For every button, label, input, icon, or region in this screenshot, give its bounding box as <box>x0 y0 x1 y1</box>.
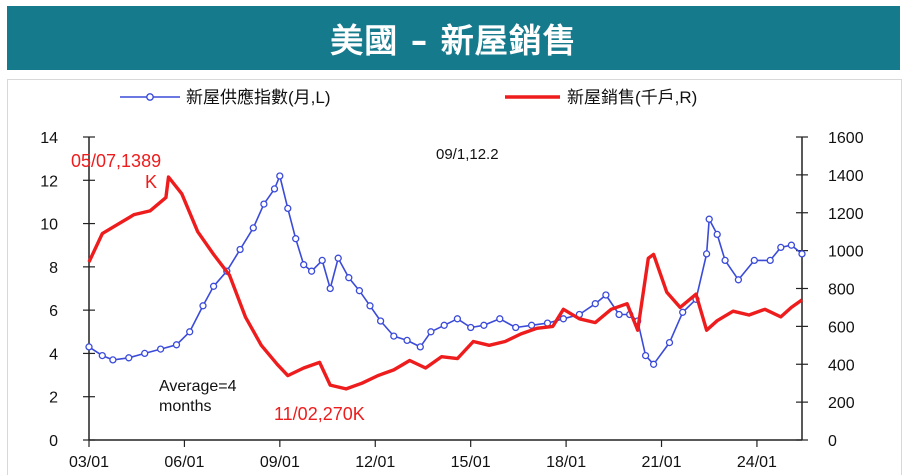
supply-index-point <box>559 315 568 323</box>
supply-index-point <box>649 360 658 368</box>
supply-index-point <box>766 256 774 265</box>
annotation-peak-value: 05/07,1389 <box>71 151 161 171</box>
supply-index-point <box>199 302 207 310</box>
supply-index-point <box>326 284 334 293</box>
supply-index-point <box>702 250 711 258</box>
x-tick-label: 18/01 <box>546 454 586 471</box>
legend-label-supply: 新屋供應指數(月,L) <box>186 87 331 107</box>
y-right-tick-label: 1200 <box>828 206 864 223</box>
supply-index-point <box>679 308 687 316</box>
supply-index-point <box>292 235 300 243</box>
supply-index-point <box>260 200 268 208</box>
supply-index-point <box>109 356 117 364</box>
annotation-peak-unit: K <box>145 172 157 192</box>
y-left-tick-label: 12 <box>40 173 58 190</box>
x-tick-label: 15/01 <box>451 454 491 471</box>
supply-index-point <box>276 172 284 180</box>
supply-index-point <box>300 261 308 269</box>
annotation-average: Average=4 <box>159 378 237 395</box>
supply-index-point <box>284 204 292 213</box>
y-left-tick-label: 10 <box>40 217 58 234</box>
supply-index-point <box>318 256 326 265</box>
x-tick-label: 21/01 <box>641 454 681 471</box>
annotation-top-center: 09/1,12.2 <box>436 146 499 163</box>
supply-index-point <box>236 245 244 254</box>
x-tick-label: 09/01 <box>260 454 300 471</box>
y-left-tick-label: 0 <box>49 433 58 450</box>
y-right-tick-label: 0 <box>828 433 837 450</box>
supply-index-point <box>186 328 194 336</box>
supply-index-point <box>307 267 316 275</box>
supply-index-point <box>390 332 398 340</box>
supply-index-point <box>705 215 713 223</box>
x-tick-label: 06/01 <box>164 454 204 471</box>
supply-index-point <box>345 274 353 282</box>
supply-index-point <box>665 338 674 347</box>
supply-index-point <box>334 254 342 262</box>
supply-index-point <box>376 317 385 325</box>
supply-index-point <box>85 343 93 351</box>
y-left-tick-label: 4 <box>49 346 58 363</box>
supply-index-point <box>467 323 475 332</box>
supply-index-point <box>602 291 610 299</box>
y-left-tick-label: 6 <box>49 303 58 320</box>
supply-index-point <box>98 351 106 360</box>
supply-index-point <box>777 243 785 252</box>
annotation-average-unit: months <box>159 398 211 415</box>
y-right-tick-label: 400 <box>828 357 855 374</box>
supply-index-point <box>416 343 424 351</box>
page-title: 美國 – 新屋銷售 <box>7 6 900 70</box>
supply-index-point <box>496 315 504 323</box>
y-right-tick-label: 1600 <box>828 130 864 147</box>
supply-index-point <box>403 336 411 345</box>
supply-index-point <box>721 256 729 265</box>
annotation-trough: 11/02,270K <box>274 404 365 424</box>
supply-index-point <box>512 323 520 332</box>
supply-index-point <box>125 354 133 362</box>
chart-panel: 0 2 4 6 8 10 12 14 0 200 400 600 800 1000 1200 1400 1600… <box>7 79 902 475</box>
supply-index-point <box>249 224 257 232</box>
supply-index-point <box>750 256 758 265</box>
y-right-tick-label: 200 <box>828 395 855 412</box>
supply-index-point <box>209 282 218 290</box>
legend-marker-supply <box>146 93 154 101</box>
supply-index-point <box>641 351 650 360</box>
supply-index-point <box>366 302 374 310</box>
supply-index-point <box>172 341 181 349</box>
supply-index-point <box>141 349 149 358</box>
y-right-tick-label: 1000 <box>828 244 864 261</box>
supply-index-point <box>480 321 488 329</box>
y-left-tick-label: 8 <box>49 260 58 277</box>
x-tick-label: 03/01 <box>69 454 109 471</box>
y-right-tick-label: 800 <box>828 282 855 299</box>
y-right-tick-label: 600 <box>828 319 855 336</box>
supply-index-point <box>787 241 796 249</box>
home-sales-line <box>87 175 803 391</box>
x-tick-label: 24/01 <box>737 454 777 471</box>
supply-index-point <box>355 287 364 295</box>
supply-index-point <box>156 345 165 353</box>
supply-index-point <box>453 315 462 323</box>
supply-index-point <box>734 276 743 284</box>
supply-index-point <box>440 321 448 329</box>
supply-index-line <box>88 175 803 366</box>
supply-index-point <box>527 321 536 329</box>
supply-index-point <box>270 185 279 193</box>
supply-index-point <box>798 250 806 258</box>
y-right-tick-label: 1400 <box>828 168 864 185</box>
legend-label-sales: 新屋銷售(千戶,R) <box>567 88 697 107</box>
y-left-tick-label: 2 <box>49 390 58 407</box>
supply-index-point <box>615 310 623 319</box>
supply-index-point <box>591 300 599 308</box>
line-chart: 0 2 4 6 8 10 12 14 0 200 400 600 800 1000 1200 1400 1600… <box>40 87 864 471</box>
supply-index-point <box>713 230 721 239</box>
supply-index-point <box>427 328 435 336</box>
y-left-tick-label: 14 <box>40 130 58 147</box>
x-tick-label: 12/01 <box>355 454 395 471</box>
